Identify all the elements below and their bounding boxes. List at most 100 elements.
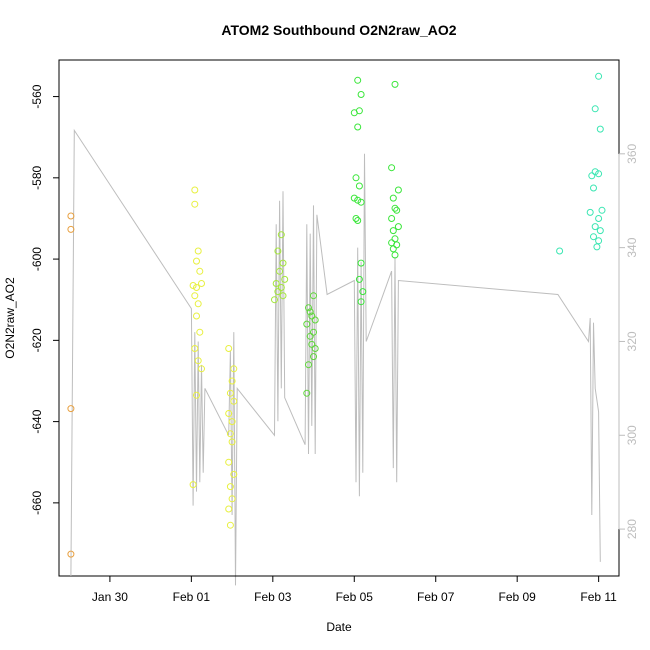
data-point (391, 204, 399, 212)
data-point (393, 206, 401, 214)
data-point (595, 215, 603, 222)
y-tick-label: -580 (30, 165, 44, 189)
data-point (308, 312, 316, 320)
data-point (389, 194, 397, 202)
data-point (391, 251, 399, 259)
data-point (598, 206, 606, 214)
y-tick-label: -560 (30, 84, 44, 108)
data-point (226, 483, 234, 491)
y-tick-label: -640 (30, 409, 44, 433)
data-point (193, 257, 200, 265)
data-point (303, 320, 311, 328)
data-point (389, 245, 397, 253)
data-point (279, 259, 287, 267)
data-point (191, 200, 199, 208)
data-point (279, 292, 287, 300)
data-point (67, 225, 75, 233)
data-point (394, 186, 402, 194)
data-point (305, 361, 312, 369)
data-point (228, 377, 236, 385)
data-point (191, 345, 199, 352)
data-point (230, 397, 238, 405)
data-point (394, 223, 402, 231)
x-tick-label: Feb 07 (417, 590, 455, 604)
x-tick-label: Feb 03 (254, 590, 292, 604)
data-point (350, 194, 358, 202)
data-point (277, 231, 285, 239)
data-point (586, 208, 594, 216)
data-point (357, 259, 365, 267)
data-point (352, 215, 360, 222)
data-point (303, 389, 311, 397)
data-point (276, 267, 284, 275)
data-point (225, 345, 233, 352)
series-line (70, 128, 601, 586)
data-point (354, 196, 362, 204)
series-lines (70, 128, 601, 586)
series-points (67, 72, 606, 558)
data-point (271, 296, 278, 304)
data-point (225, 458, 233, 466)
data-point (388, 215, 396, 222)
data-point (194, 357, 202, 365)
data-point (588, 172, 596, 180)
data-point (310, 292, 317, 300)
data-point (196, 267, 204, 275)
data-point (228, 418, 236, 426)
y-tick-label: -600 (30, 247, 44, 271)
y2-tick-label: 340 (625, 237, 639, 257)
x-axis: Jan 30 Feb 01 Feb 03 Feb 05 Feb 07 Feb 09 Feb … (92, 575, 617, 604)
data-point (274, 247, 282, 255)
x-axis-label: Date (326, 620, 352, 634)
y-axis: -660 -640 -620 -600 -580 -560 (30, 84, 60, 515)
data-point (391, 80, 399, 88)
y-axis-label: O2N2raw_AO2 (3, 277, 17, 359)
data-point (196, 328, 204, 336)
data-point (308, 340, 316, 348)
data-point (391, 235, 399, 243)
x-tick-label: Jan 30 (92, 590, 128, 604)
data-point (306, 308, 314, 316)
y2-tick-label: 360 (625, 143, 639, 163)
plot-area (58, 59, 620, 577)
data-point (596, 227, 604, 235)
data-point (355, 275, 363, 283)
data-point (225, 410, 233, 417)
data-point (226, 430, 234, 438)
data-point (194, 300, 202, 308)
data-point (357, 91, 365, 98)
data-point (193, 312, 200, 320)
data-point (311, 316, 319, 324)
data-point (591, 168, 599, 176)
x-tick-label: Feb 01 (173, 590, 211, 604)
data-point (556, 247, 564, 255)
data-point (595, 72, 603, 80)
data-point (272, 280, 280, 287)
data-point (191, 186, 199, 194)
y2-axis: 280 300 320 340 360 (618, 143, 639, 539)
data-point (189, 282, 197, 289)
data-point (230, 470, 238, 478)
data-point (67, 550, 75, 558)
data-point (595, 170, 603, 178)
data-point (596, 125, 604, 133)
data-point (226, 389, 234, 397)
y2-tick-label: 320 (625, 331, 639, 351)
data-point (591, 223, 599, 231)
data-point (277, 284, 285, 291)
data-point (305, 304, 312, 312)
data-point (595, 237, 603, 245)
data-point (591, 105, 599, 113)
data-point (389, 227, 397, 235)
data-point (590, 184, 597, 192)
data-point (355, 182, 363, 190)
data-point (354, 217, 362, 224)
data-point (388, 239, 396, 247)
data-point (359, 288, 367, 296)
data-point (388, 164, 396, 172)
data-point (67, 212, 75, 220)
data-point (228, 495, 236, 503)
x-tick-label: Feb 05 (336, 590, 374, 604)
data-point (354, 123, 362, 131)
